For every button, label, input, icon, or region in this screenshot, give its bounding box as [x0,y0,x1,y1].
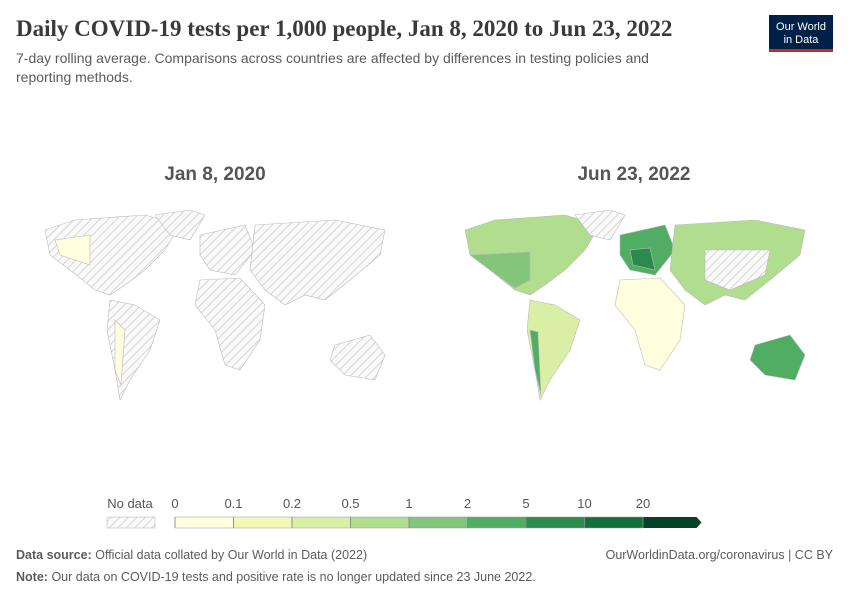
note: Note: Our data on COVID-19 tests and pos… [16,570,536,584]
logo-text: Our World [776,21,826,33]
legend-swatch [291,516,351,529]
legend-swatch [525,516,585,529]
legend-tick-label: 0.2 [283,496,301,511]
legend-tick-label: 0 [171,496,178,511]
source-label: Data source: [16,548,92,562]
logo-bar [769,49,833,52]
title: Daily COVID-19 tests per 1,000 people, J… [16,16,672,41]
note-label: Note: [16,570,48,584]
logo-box[interactable] [769,15,833,49]
legend-tick-label: 1 [405,496,412,511]
legend-tick-label: 10 [577,496,591,511]
legend-swatch [584,516,644,529]
credit[interactable]: OurWorldinData.org/coronavirus | CC BY [606,548,834,562]
map-right [464,209,806,401]
note-text: Our data on COVID-19 tests and positive … [51,570,535,584]
legend-tick-label: 20 [636,496,650,511]
legend-label: No data [107,496,153,511]
legend-tick-label: 5 [522,496,529,511]
source: Data source: Official data collated by O… [16,548,367,562]
source-text: Official data collated by Our World in D… [95,548,367,562]
subtitle: 7-day rolling average. Comparisons acros… [16,50,649,66]
legend-tick-label: 0.1 [224,496,242,511]
legend-swatch [643,517,702,528]
map-left [44,209,386,401]
subtitle: reporting methods. [16,69,133,85]
logo[interactable]: Our World in Data [769,15,833,52]
legend: No data 0 0.1 0.2 0.5 1 2 5 10 20 [106,496,702,529]
legend-swatch [350,516,410,529]
legend-swatch [467,516,527,529]
map-label: Jan 8, 2020 [164,164,265,185]
no-data-swatch [106,516,156,529]
legend-swatch [233,516,293,529]
legend-swatch [408,516,468,529]
map-label: Jun 23, 2022 [577,164,690,185]
logo-text: in Data [784,34,820,46]
legend-swatch [174,516,234,529]
legend-tick-label: 2 [464,496,471,511]
legend-tick-label: 0.5 [341,496,359,511]
